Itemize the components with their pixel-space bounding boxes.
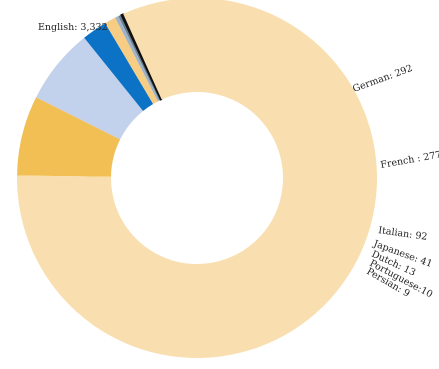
slice-japanese [105, 17, 158, 105]
label-english: English: 3,332 [38, 22, 108, 33]
slice-german [17, 97, 121, 177]
label-french: French : 277 [380, 149, 439, 171]
slice-portuguese [118, 14, 161, 101]
slice-english [17, 0, 377, 358]
slice-italian [84, 23, 154, 111]
label-german: German: 292 [351, 63, 414, 95]
label-italian: Italian: 92 [378, 225, 428, 243]
slice-french [36, 37, 144, 140]
donut-slices [17, 0, 377, 358]
slice-dutch [115, 16, 160, 102]
